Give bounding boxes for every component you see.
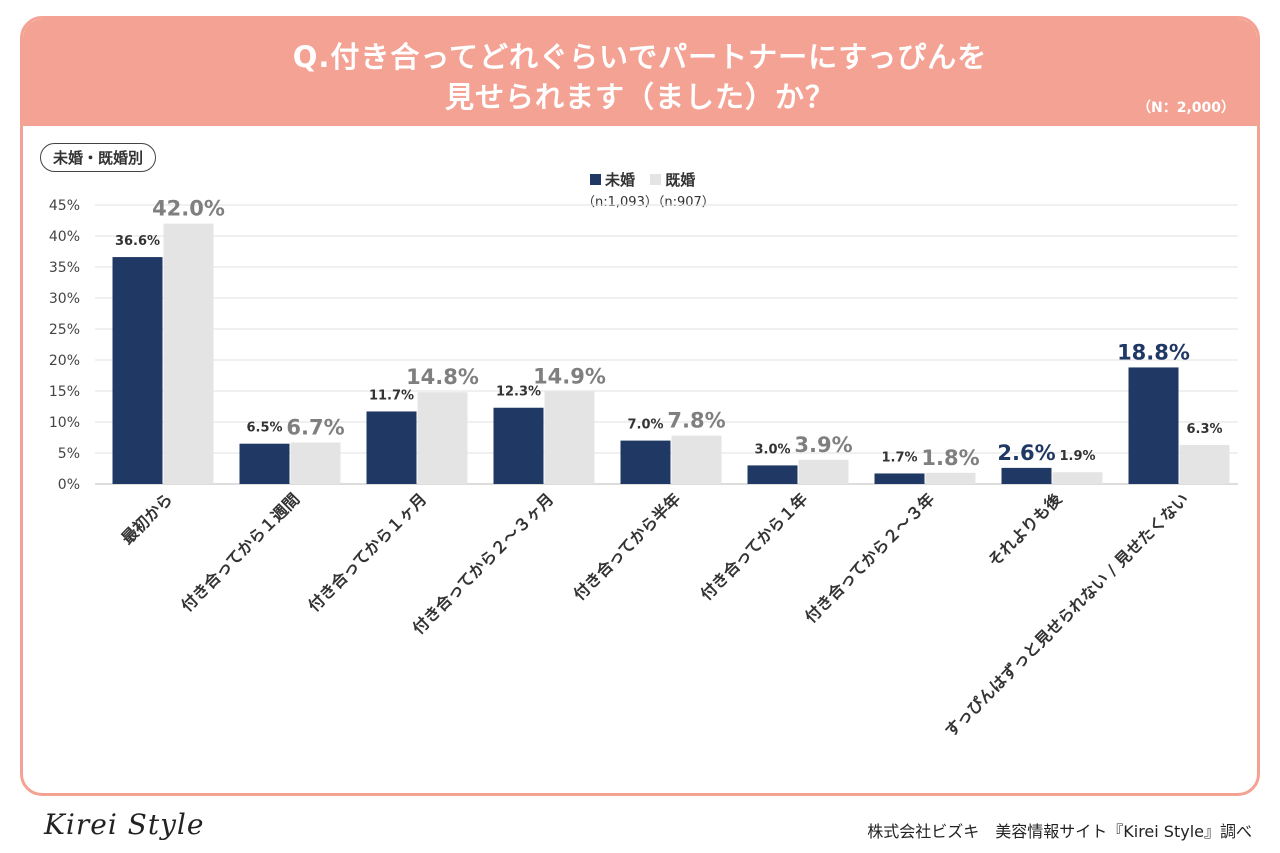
data-label: 14.8% [406, 365, 479, 389]
bar-chart: 0% 5% 10% 15% 20% 25% 30% 35% 40% 45% 36.6% 42.0% 最初… [49, 197, 1238, 741]
kirei-style-logo: Kirei Style [44, 808, 205, 841]
bar [925, 472, 976, 484]
data-label: 6.5% [246, 421, 282, 436]
data-label: 1.9% [1059, 449, 1095, 464]
bar [366, 411, 417, 484]
category-label: 付き合ってから半年 [570, 489, 685, 604]
y-tick-label: 30% [49, 291, 80, 307]
data-label: 12.3% [496, 385, 541, 400]
bar [1128, 367, 1179, 484]
y-tick-label: 25% [49, 322, 80, 338]
data-label: 11.7% [369, 388, 414, 403]
title-line-2: 見せられます（ました）か？ [444, 80, 835, 114]
legend-label-unmarried: 未婚 [605, 171, 636, 189]
bar [671, 435, 722, 484]
data-label: 36.6% [115, 234, 160, 249]
title-banner: Q.付き合ってどれぐらいでパートナーにすっぴんを 見せられます（ました）か？ （… [23, 19, 1257, 126]
data-label: 7.0% [627, 418, 663, 433]
data-label: 1.8% [921, 446, 979, 470]
category-label: それよりも後 [984, 489, 1066, 571]
y-tick-label: 45% [49, 198, 80, 214]
bar [798, 459, 849, 484]
y-tick-label: 10% [49, 415, 80, 431]
category-label: 付き合ってから１年 [697, 489, 812, 604]
bar [874, 473, 925, 484]
bar [239, 443, 290, 484]
data-label: 2.6% [997, 441, 1055, 465]
legend-sample-sizes: （n:1,093）（n:907） [582, 195, 715, 210]
data-label: 14.9% [533, 365, 606, 389]
y-tick-label: 35% [49, 260, 80, 276]
bar [1179, 444, 1230, 484]
legend: 未婚 既婚 [590, 169, 705, 190]
y-tick-label: 40% [49, 229, 80, 245]
y-tick-label: 20% [49, 353, 80, 369]
subset-badge: 未婚・既婚別 [40, 143, 157, 172]
y-tick-label: 15% [49, 384, 80, 400]
y-tick-label: 5% [58, 446, 80, 462]
bar [620, 440, 671, 484]
title-line-1: Q.付き合ってどれぐらいでパートナーにすっぴんを [292, 40, 988, 74]
data-label: 7.8% [667, 409, 725, 433]
bar [112, 257, 163, 484]
category-label: 付き合ってから１週間 [177, 489, 303, 615]
bar [417, 392, 468, 484]
bar [1052, 472, 1103, 484]
category-label: 付き合ってから１ヶ月 [304, 489, 430, 615]
total-sample-size: （N：2,000） [1137, 100, 1235, 116]
bar [1001, 467, 1052, 484]
chart-frame: Q.付き合ってどれぐらいでパートナーにすっぴんを 見せられます（ました）か？ （… [20, 16, 1260, 796]
data-label: 18.8% [1117, 340, 1190, 364]
legend-item-married: 既婚 [650, 169, 695, 190]
data-label: 3.0% [754, 442, 790, 457]
data-label: 1.7% [881, 450, 917, 465]
data-label: 3.9% [794, 433, 852, 457]
bar [493, 407, 544, 484]
legend-swatch-married [650, 174, 662, 185]
category-label: 付き合ってから２～３ヶ月 [409, 489, 558, 638]
category-label: 付き合ってから２～３年 [801, 489, 938, 626]
bar [544, 391, 595, 484]
bar [747, 465, 798, 484]
legend-label-married: 既婚 [665, 171, 696, 189]
legend-swatch-unmarried [590, 174, 601, 185]
y-tick-label: 0% [58, 477, 80, 493]
data-label: 6.3% [1186, 422, 1222, 437]
source-note: 株式会社ビズキ 美容情報サイト『Kirei Style』調べ [867, 822, 1252, 841]
bar [163, 223, 214, 484]
bar [290, 442, 341, 484]
category-label: 最初から [118, 489, 177, 548]
legend-item-unmarried: 未婚 [590, 169, 635, 190]
data-label: 6.7% [286, 415, 344, 439]
data-label: 42.0% [152, 197, 225, 221]
category-label: すっぴんはずっと見せられない / 見せたくない [941, 489, 1192, 740]
chart-title: Q.付き合ってどれぐらいでパートナーにすっぴんを 見せられます（ました）か？ [23, 37, 1257, 117]
